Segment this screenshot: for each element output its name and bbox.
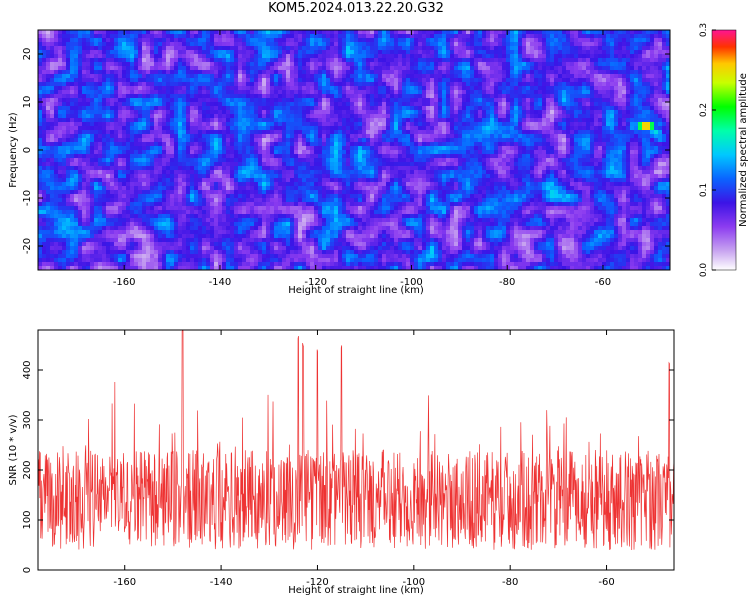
snr-ytick-label: 400: [22, 360, 33, 379]
snr-series: [37, 329, 675, 550]
spec-xtick-label: -80: [499, 277, 515, 288]
spec-ytick-label: 20: [22, 48, 33, 61]
spec-xtick-label: -140: [209, 277, 232, 288]
spec-ytick-label: -10: [22, 190, 33, 206]
snr-xtick-label: -160: [113, 577, 136, 588]
snr-ytick-label: 100: [22, 510, 33, 529]
snr-xtick-label: -100: [402, 577, 425, 588]
colorbar-tick-label: 0.3: [699, 23, 709, 37]
snr-xtick-label: -140: [210, 577, 233, 588]
snr-line: [37, 329, 675, 550]
spec-ytick-label: 0: [22, 147, 33, 153]
colorbar: [711, 29, 737, 271]
snr-xlabel: Height of straight line (km): [288, 585, 424, 596]
snr-ytick-label: 200: [22, 460, 33, 479]
spectrogram-xlabel: Height of straight line (km): [288, 285, 424, 296]
snr-ytick-label: 300: [22, 410, 33, 429]
snr-ylabel: SNR (10 * v/v): [8, 414, 19, 485]
snr-xtick-label: -60: [598, 577, 614, 588]
colorbar-tick-label: 0.2: [699, 103, 709, 117]
snr-frame: [37, 329, 675, 571]
spectrogram-ylabel: Frequency (Hz): [8, 112, 19, 188]
spec-xtick-label: -120: [304, 277, 327, 288]
spectrogram-image: [38, 30, 671, 271]
colorbar-label: Normalized spectral amplitude: [738, 73, 749, 227]
spec-xtick-label: -160: [113, 277, 136, 288]
spec-ytick-label: -20: [22, 238, 33, 254]
snr-xtick-label: -80: [502, 577, 518, 588]
snr-xtick-label: -120: [306, 577, 329, 588]
snr-ytick-label: 0: [22, 567, 33, 573]
spec-xtick-label: -60: [595, 277, 611, 288]
colorbar-tick-label: 0.1: [699, 183, 709, 197]
spec-xtick-label: -100: [400, 277, 423, 288]
page-title: KOM5.2024.013.22.20.G32: [268, 1, 444, 16]
snr-chart: -160 -140 -120 -100 -80 -60 0 100 200 300 400 SNR …: [8, 329, 675, 596]
spec-ytick-label: 10: [22, 96, 33, 109]
colorbar-tick-label: 0.0: [699, 263, 709, 278]
